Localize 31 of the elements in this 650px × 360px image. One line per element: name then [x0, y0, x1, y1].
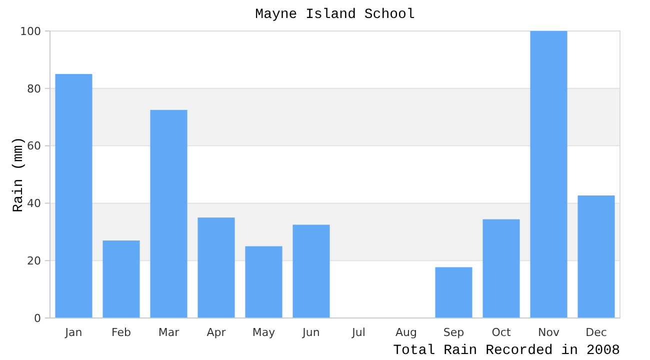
y-tick-label: 0 — [34, 312, 41, 325]
x-tick-label: May — [252, 326, 276, 339]
bar — [102, 240, 140, 318]
bar — [198, 218, 235, 318]
x-tick-label: Aug — [396, 326, 417, 339]
x-tick-label: Feb — [112, 326, 131, 339]
x-tick-label: Jun — [302, 326, 320, 339]
x-tick-label: Mar — [158, 326, 180, 339]
y-axis-title: Rain (mm) — [11, 136, 27, 212]
x-axis-title: Total Rain Recorded in 2008 — [393, 343, 620, 359]
x-tick-label: Sep — [443, 326, 464, 339]
bar — [435, 267, 472, 318]
x-tick-label: Nov — [538, 326, 560, 339]
y-tick-label: 40 — [27, 197, 41, 210]
chart-title: Mayne Island School — [255, 7, 415, 23]
x-tick-label: Jan — [64, 326, 82, 339]
bar — [245, 246, 282, 318]
y-tick-label: 60 — [27, 140, 41, 153]
y-tick-label: 100 — [20, 24, 41, 38]
x-tick-label: Dec — [586, 326, 607, 339]
bar — [578, 195, 615, 318]
x-tick-label: Apr — [206, 326, 226, 339]
y-tick-label: 20 — [27, 254, 41, 268]
bar — [292, 224, 330, 318]
x-tick-label: Oct — [492, 326, 512, 339]
bar — [482, 219, 520, 318]
bar — [150, 110, 188, 318]
x-tick-label: Jul — [351, 326, 366, 339]
y-tick-label: 80 — [27, 82, 41, 96]
bar — [55, 74, 92, 318]
bar — [530, 31, 568, 318]
